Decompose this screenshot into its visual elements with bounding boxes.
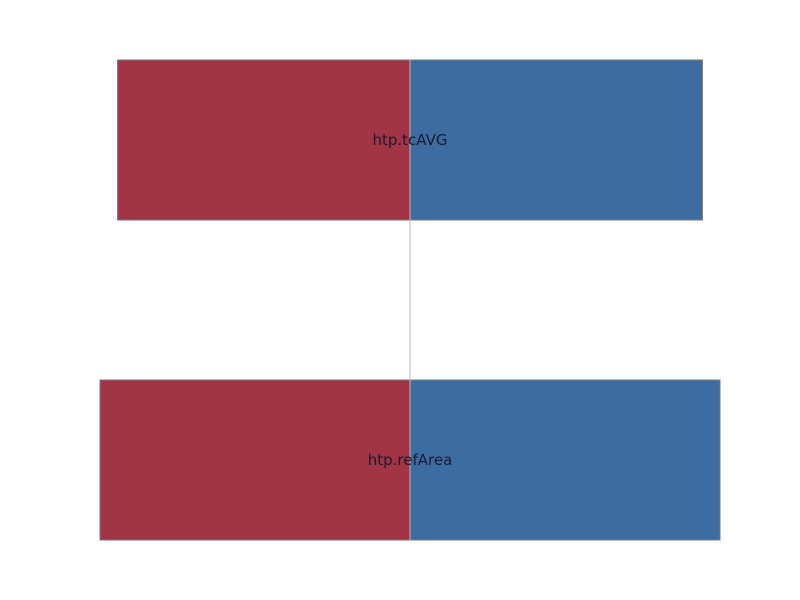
bar-positive-htp-tcavg: [409, 59, 703, 221]
category-label-htp-refarea: htp.refArea: [368, 451, 453, 469]
bar-negative-htp-tcavg: [117, 59, 411, 221]
category-label-htp-tcavg: htp.tcAVG: [373, 131, 448, 149]
bar-positive-htp-refarea: [409, 379, 721, 541]
bars-layer: [99, 59, 721, 541]
labels-layer: htp.tcAVG htp.refArea: [368, 131, 453, 469]
bar-negative-htp-refarea: [99, 379, 411, 541]
